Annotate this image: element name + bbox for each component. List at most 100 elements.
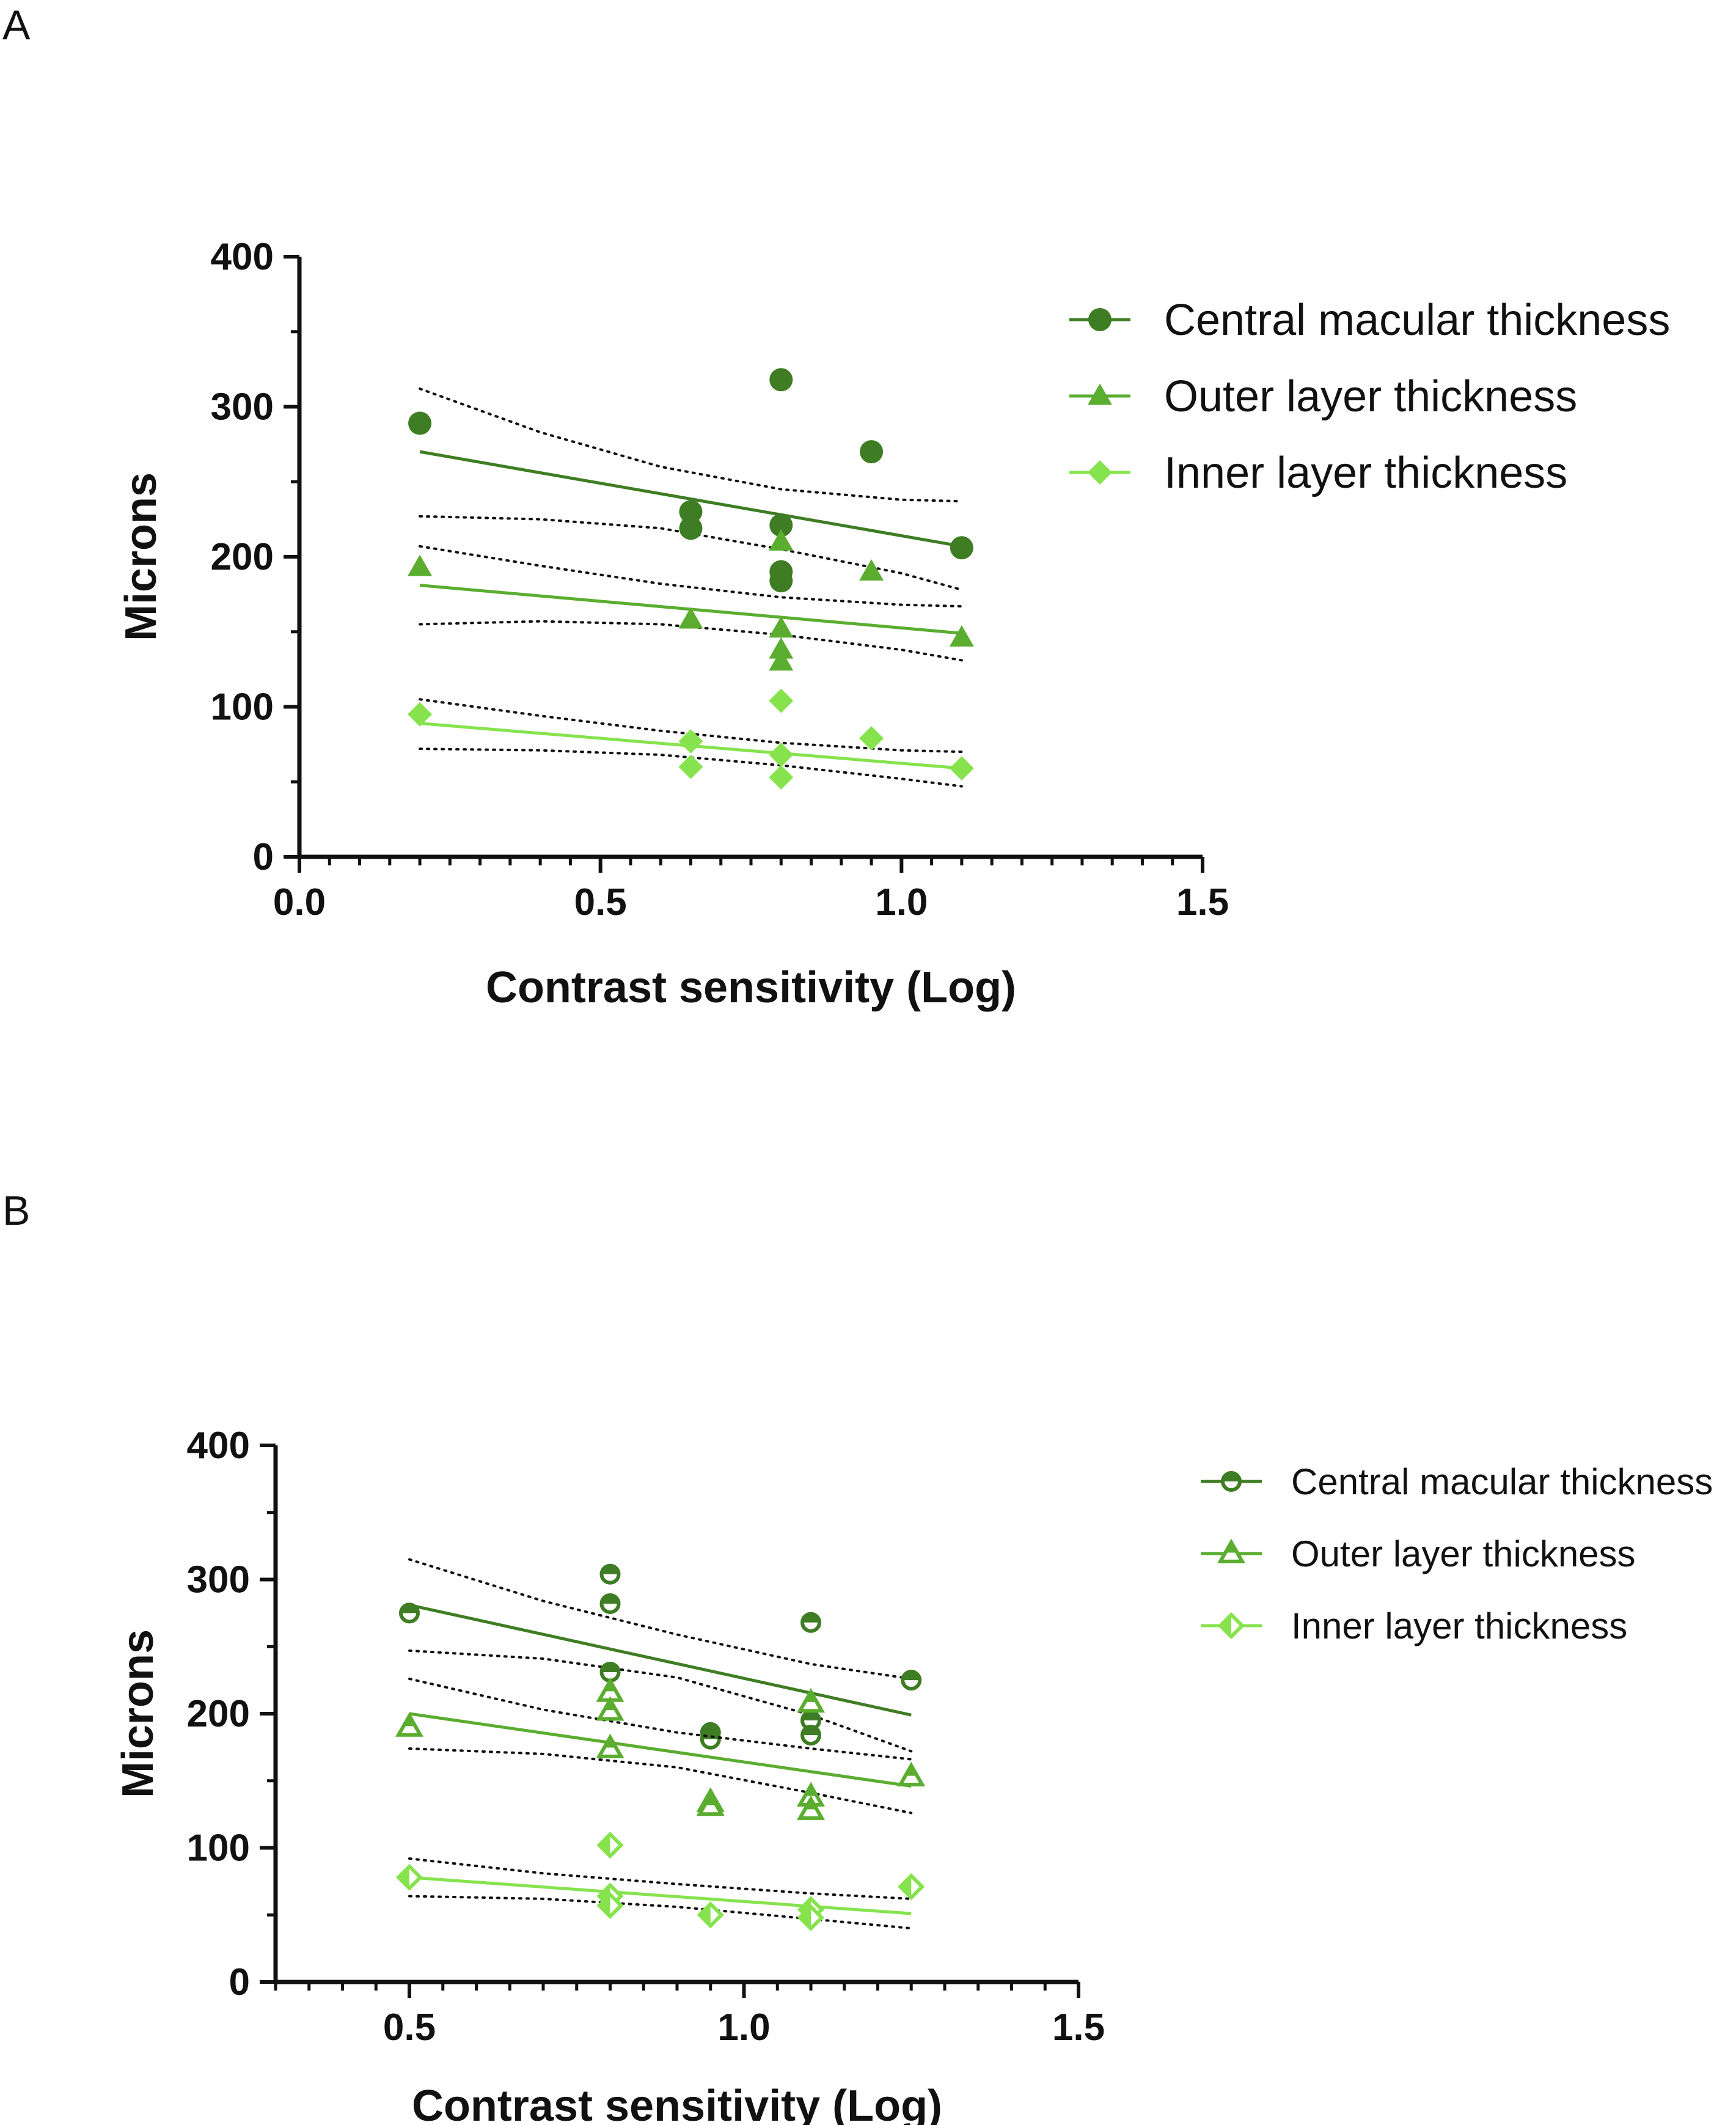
ci-upper-line <box>419 545 963 608</box>
data-point <box>769 743 794 768</box>
x-axis-title-b: Contrast sensitivity (Log) <box>412 2082 942 2125</box>
legend-label: Inner layer thickness <box>1164 449 1567 497</box>
series-a-3 <box>408 688 974 790</box>
data-point <box>395 1863 423 1891</box>
x-tick-label-b: 1.5 <box>1052 2006 1105 2049</box>
y-tick-label-a: 200 <box>211 536 274 578</box>
data-point <box>596 1892 624 1919</box>
data-point <box>859 559 884 581</box>
chart-a: 0.0 0.5 1.0 1.5 0 100 200 300 400 Contrast sensit… <box>117 236 1670 1012</box>
legend-marker <box>1217 1538 1246 1563</box>
data-point <box>679 500 703 524</box>
series-a-1 <box>408 368 973 593</box>
data-point <box>679 516 703 540</box>
data-point <box>800 1725 821 1746</box>
ci-lower-line <box>419 620 963 662</box>
legend-label: Inner layer thickness <box>1291 1606 1627 1646</box>
legend-marker <box>1088 460 1112 485</box>
ci-upper-line <box>408 1558 913 1680</box>
data-point <box>769 649 794 671</box>
legend-item-b-3: Inner layer thickness <box>1201 1606 1627 1646</box>
data-point <box>408 411 432 435</box>
regression-line <box>409 1712 912 1788</box>
series-a-2 <box>408 529 974 671</box>
legend-marker <box>1088 383 1112 405</box>
data-point <box>797 1904 825 1931</box>
data-point <box>949 625 974 647</box>
legend-item-a-2: Outer layer thickness <box>1069 372 1577 421</box>
y-tick-label-b: 200 <box>187 1693 250 1735</box>
ci-lower-line <box>408 1747 913 1815</box>
data-point <box>596 1696 624 1721</box>
x-axis-title-a: Contrast sensitivity (Log) <box>486 963 1016 1012</box>
data-point <box>859 726 884 751</box>
y-tick-label-a: 100 <box>211 686 274 729</box>
legend-marker <box>1217 1612 1245 1640</box>
panel-label-b: B <box>2 1187 31 1234</box>
ci-upper-line <box>408 1857 913 1900</box>
y-tick-label-b: 400 <box>187 1425 250 1467</box>
data-point <box>769 529 794 551</box>
data-point <box>678 729 703 754</box>
data-point <box>399 1602 420 1624</box>
ci-lower-line <box>408 1895 913 1930</box>
y-tick-label-a: 400 <box>211 236 274 278</box>
chart-b: 0.5 1.0 1.5 0 100 200 300 400 Contrast sensitivi… <box>114 1425 1713 2125</box>
legend-marker <box>1088 308 1112 331</box>
data-point <box>769 513 793 537</box>
y-tick-label-b: 0 <box>229 1961 250 2003</box>
legend-label: Outer layer thickness <box>1291 1533 1636 1574</box>
data-point <box>596 1733 624 1758</box>
legend-item-a-3: Inner layer thickness <box>1069 449 1567 497</box>
data-point <box>800 1612 821 1633</box>
ci-lower-line <box>408 1649 913 1753</box>
x-tick-label-b: 1.0 <box>717 2006 770 2049</box>
data-point <box>901 1670 922 1691</box>
y-tick-label-a: 0 <box>253 836 274 878</box>
y-tick-label-a: 300 <box>211 386 274 428</box>
ci-lower-line <box>419 747 963 788</box>
x-tick-label-a: 1.0 <box>875 881 928 923</box>
ci-upper-line <box>419 387 963 503</box>
data-point <box>678 754 703 779</box>
x-tick-label-a: 0.5 <box>574 881 627 923</box>
regression-line <box>419 450 962 548</box>
legend-item-a-1: Central macular thickness <box>1069 296 1670 345</box>
y-tick-label-b: 100 <box>187 1827 250 1870</box>
y-tick-label-b: 300 <box>187 1559 250 1601</box>
series-b-2 <box>395 1677 926 1820</box>
data-point <box>796 1688 826 1713</box>
data-point <box>678 607 703 629</box>
data-point <box>769 765 794 790</box>
data-point <box>599 1563 621 1585</box>
data-point <box>599 1593 621 1615</box>
data-point <box>796 1795 826 1820</box>
data-point <box>696 1791 725 1816</box>
data-point <box>898 1873 925 1901</box>
data-point <box>897 1761 926 1787</box>
data-point <box>408 554 433 576</box>
data-point <box>950 536 973 560</box>
data-point <box>408 702 433 727</box>
y-axis-title-b: Microns <box>114 1629 163 1798</box>
regression-line <box>409 1603 912 1717</box>
data-point <box>769 569 793 593</box>
data-point <box>769 616 794 638</box>
data-point <box>769 637 794 659</box>
ci-lower-line <box>419 515 963 592</box>
legend-label: Central macular thickness <box>1164 296 1670 345</box>
panel-label-a: A <box>2 2 31 48</box>
x-tick-label-a: 1.5 <box>1176 881 1229 923</box>
x-tick-label-a: 0.0 <box>273 881 326 923</box>
legend-label: Outer layer thickness <box>1164 372 1577 421</box>
y-axis-title-a: Microns <box>117 472 166 641</box>
data-point <box>949 756 974 781</box>
data-point <box>769 368 793 392</box>
legend-item-b-1: Central macular thickness <box>1201 1461 1713 1502</box>
legend-marker <box>1221 1471 1242 1492</box>
data-point <box>700 1728 721 1750</box>
data-point <box>395 1712 424 1737</box>
legend-item-b-2: Outer layer thickness <box>1201 1533 1636 1574</box>
x-tick-label-b: 0.5 <box>383 2006 436 2049</box>
legend-label: Central macular thickness <box>1291 1461 1713 1502</box>
